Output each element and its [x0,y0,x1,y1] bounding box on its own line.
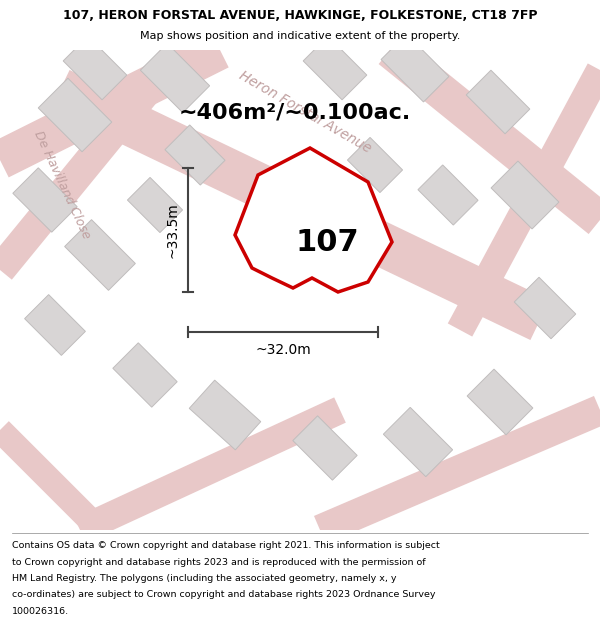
Polygon shape [383,408,452,477]
Polygon shape [381,34,449,102]
Text: ~406m²/~0.100ac.: ~406m²/~0.100ac. [179,102,411,122]
Text: De Havilland Close: De Havilland Close [31,129,93,241]
Polygon shape [38,78,112,152]
Text: Heron Forstal Avenue: Heron Forstal Avenue [236,68,374,156]
Text: HM Land Registry. The polygons (including the associated geometry, namely x, y: HM Land Registry. The polygons (includin… [12,574,397,583]
Text: 100026316.: 100026316. [12,607,69,616]
Polygon shape [63,36,127,100]
Text: co-ordinates) are subject to Crown copyright and database rights 2023 Ordnance S: co-ordinates) are subject to Crown copyr… [12,591,436,599]
Polygon shape [65,219,136,291]
Polygon shape [491,161,559,229]
Polygon shape [347,138,403,192]
Text: Map shows position and indicative extent of the property.: Map shows position and indicative extent… [140,31,460,41]
Text: to Crown copyright and database rights 2023 and is reproduced with the permissio: to Crown copyright and database rights 2… [12,558,425,567]
Polygon shape [189,380,261,450]
Polygon shape [127,177,182,232]
Text: Contains OS data © Crown copyright and database right 2021. This information is : Contains OS data © Crown copyright and d… [12,541,440,551]
Polygon shape [303,36,367,100]
Polygon shape [514,278,576,339]
Polygon shape [165,125,225,185]
Text: 107, HERON FORSTAL AVENUE, HAWKINGE, FOLKESTONE, CT18 7FP: 107, HERON FORSTAL AVENUE, HAWKINGE, FOL… [63,9,537,22]
Polygon shape [25,294,85,356]
Polygon shape [13,168,77,232]
Polygon shape [140,43,209,112]
Text: ~32.0m: ~32.0m [255,343,311,357]
Polygon shape [293,416,357,480]
Text: ~33.5m: ~33.5m [165,202,179,258]
Polygon shape [235,148,392,292]
Polygon shape [467,369,533,435]
Polygon shape [113,343,177,407]
Text: 107: 107 [295,228,359,257]
Polygon shape [418,165,478,225]
Polygon shape [466,70,530,134]
